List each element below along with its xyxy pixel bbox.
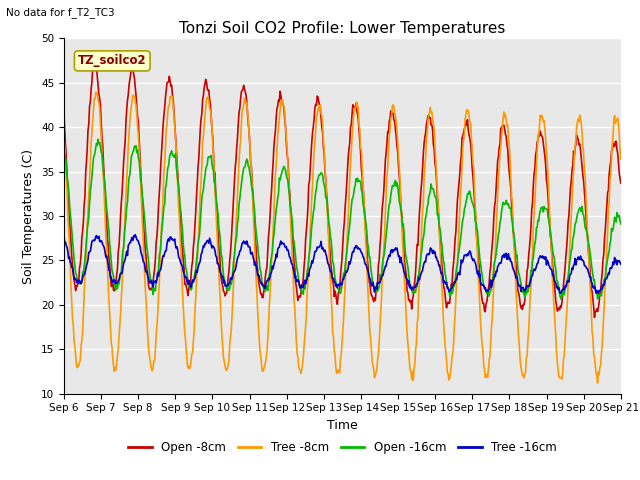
Open -8cm: [591, 314, 598, 320]
X-axis label: Time: Time: [327, 419, 358, 432]
Open -16cm: [428, 181, 435, 187]
Open -8cm: [185, 288, 193, 293]
Open -16cm: [617, 221, 625, 227]
Tree -8cm: [411, 361, 419, 367]
Open -16cm: [94, 136, 102, 142]
Tree -16cm: [185, 277, 193, 283]
Tree -16cm: [127, 237, 135, 242]
Line: Tree -8cm: Tree -8cm: [64, 93, 621, 383]
Tree -16cm: [60, 234, 68, 240]
Open -8cm: [428, 122, 435, 128]
Open -16cm: [214, 211, 222, 217]
Tree -8cm: [428, 109, 435, 115]
Open -8cm: [91, 60, 99, 66]
Tree -16cm: [214, 261, 222, 266]
Open -16cm: [411, 289, 419, 295]
Tree -16cm: [557, 290, 564, 296]
Tree -8cm: [185, 363, 193, 369]
Open -8cm: [60, 110, 68, 116]
Open -8cm: [617, 180, 625, 186]
Tree -8cm: [93, 90, 100, 96]
Legend: Open -8cm, Tree -8cm, Open -16cm, Tree -16cm: Open -8cm, Tree -8cm, Open -16cm, Tree -…: [124, 436, 561, 459]
Open -8cm: [128, 64, 136, 70]
Line: Tree -16cm: Tree -16cm: [64, 235, 621, 293]
Tree -8cm: [617, 156, 625, 162]
Tree -16cm: [411, 284, 419, 290]
Tree -8cm: [60, 134, 68, 140]
Open -8cm: [70, 277, 78, 283]
Line: Open -8cm: Open -8cm: [64, 63, 621, 317]
Open -16cm: [557, 296, 565, 302]
Open -8cm: [411, 278, 419, 284]
Y-axis label: Soil Temperatures (C): Soil Temperatures (C): [22, 148, 35, 284]
Line: Open -16cm: Open -16cm: [64, 139, 621, 299]
Tree -8cm: [214, 255, 222, 261]
Tree -8cm: [70, 338, 78, 344]
Tree -16cm: [617, 261, 625, 267]
Tree -16cm: [428, 245, 435, 251]
Text: No data for f_T2_TC3: No data for f_T2_TC3: [6, 7, 115, 18]
Open -16cm: [128, 152, 136, 157]
Tree -8cm: [128, 97, 136, 103]
Open -8cm: [214, 229, 222, 235]
Tree -8cm: [594, 380, 602, 386]
Open -16cm: [60, 149, 68, 155]
Text: TZ_soilco2: TZ_soilco2: [78, 54, 147, 67]
Open -16cm: [70, 256, 78, 262]
Open -16cm: [185, 281, 193, 287]
Title: Tonzi Soil CO2 Profile: Lower Temperatures: Tonzi Soil CO2 Profile: Lower Temperatur…: [179, 21, 506, 36]
Tree -16cm: [70, 276, 78, 282]
Tree -16cm: [131, 232, 139, 238]
